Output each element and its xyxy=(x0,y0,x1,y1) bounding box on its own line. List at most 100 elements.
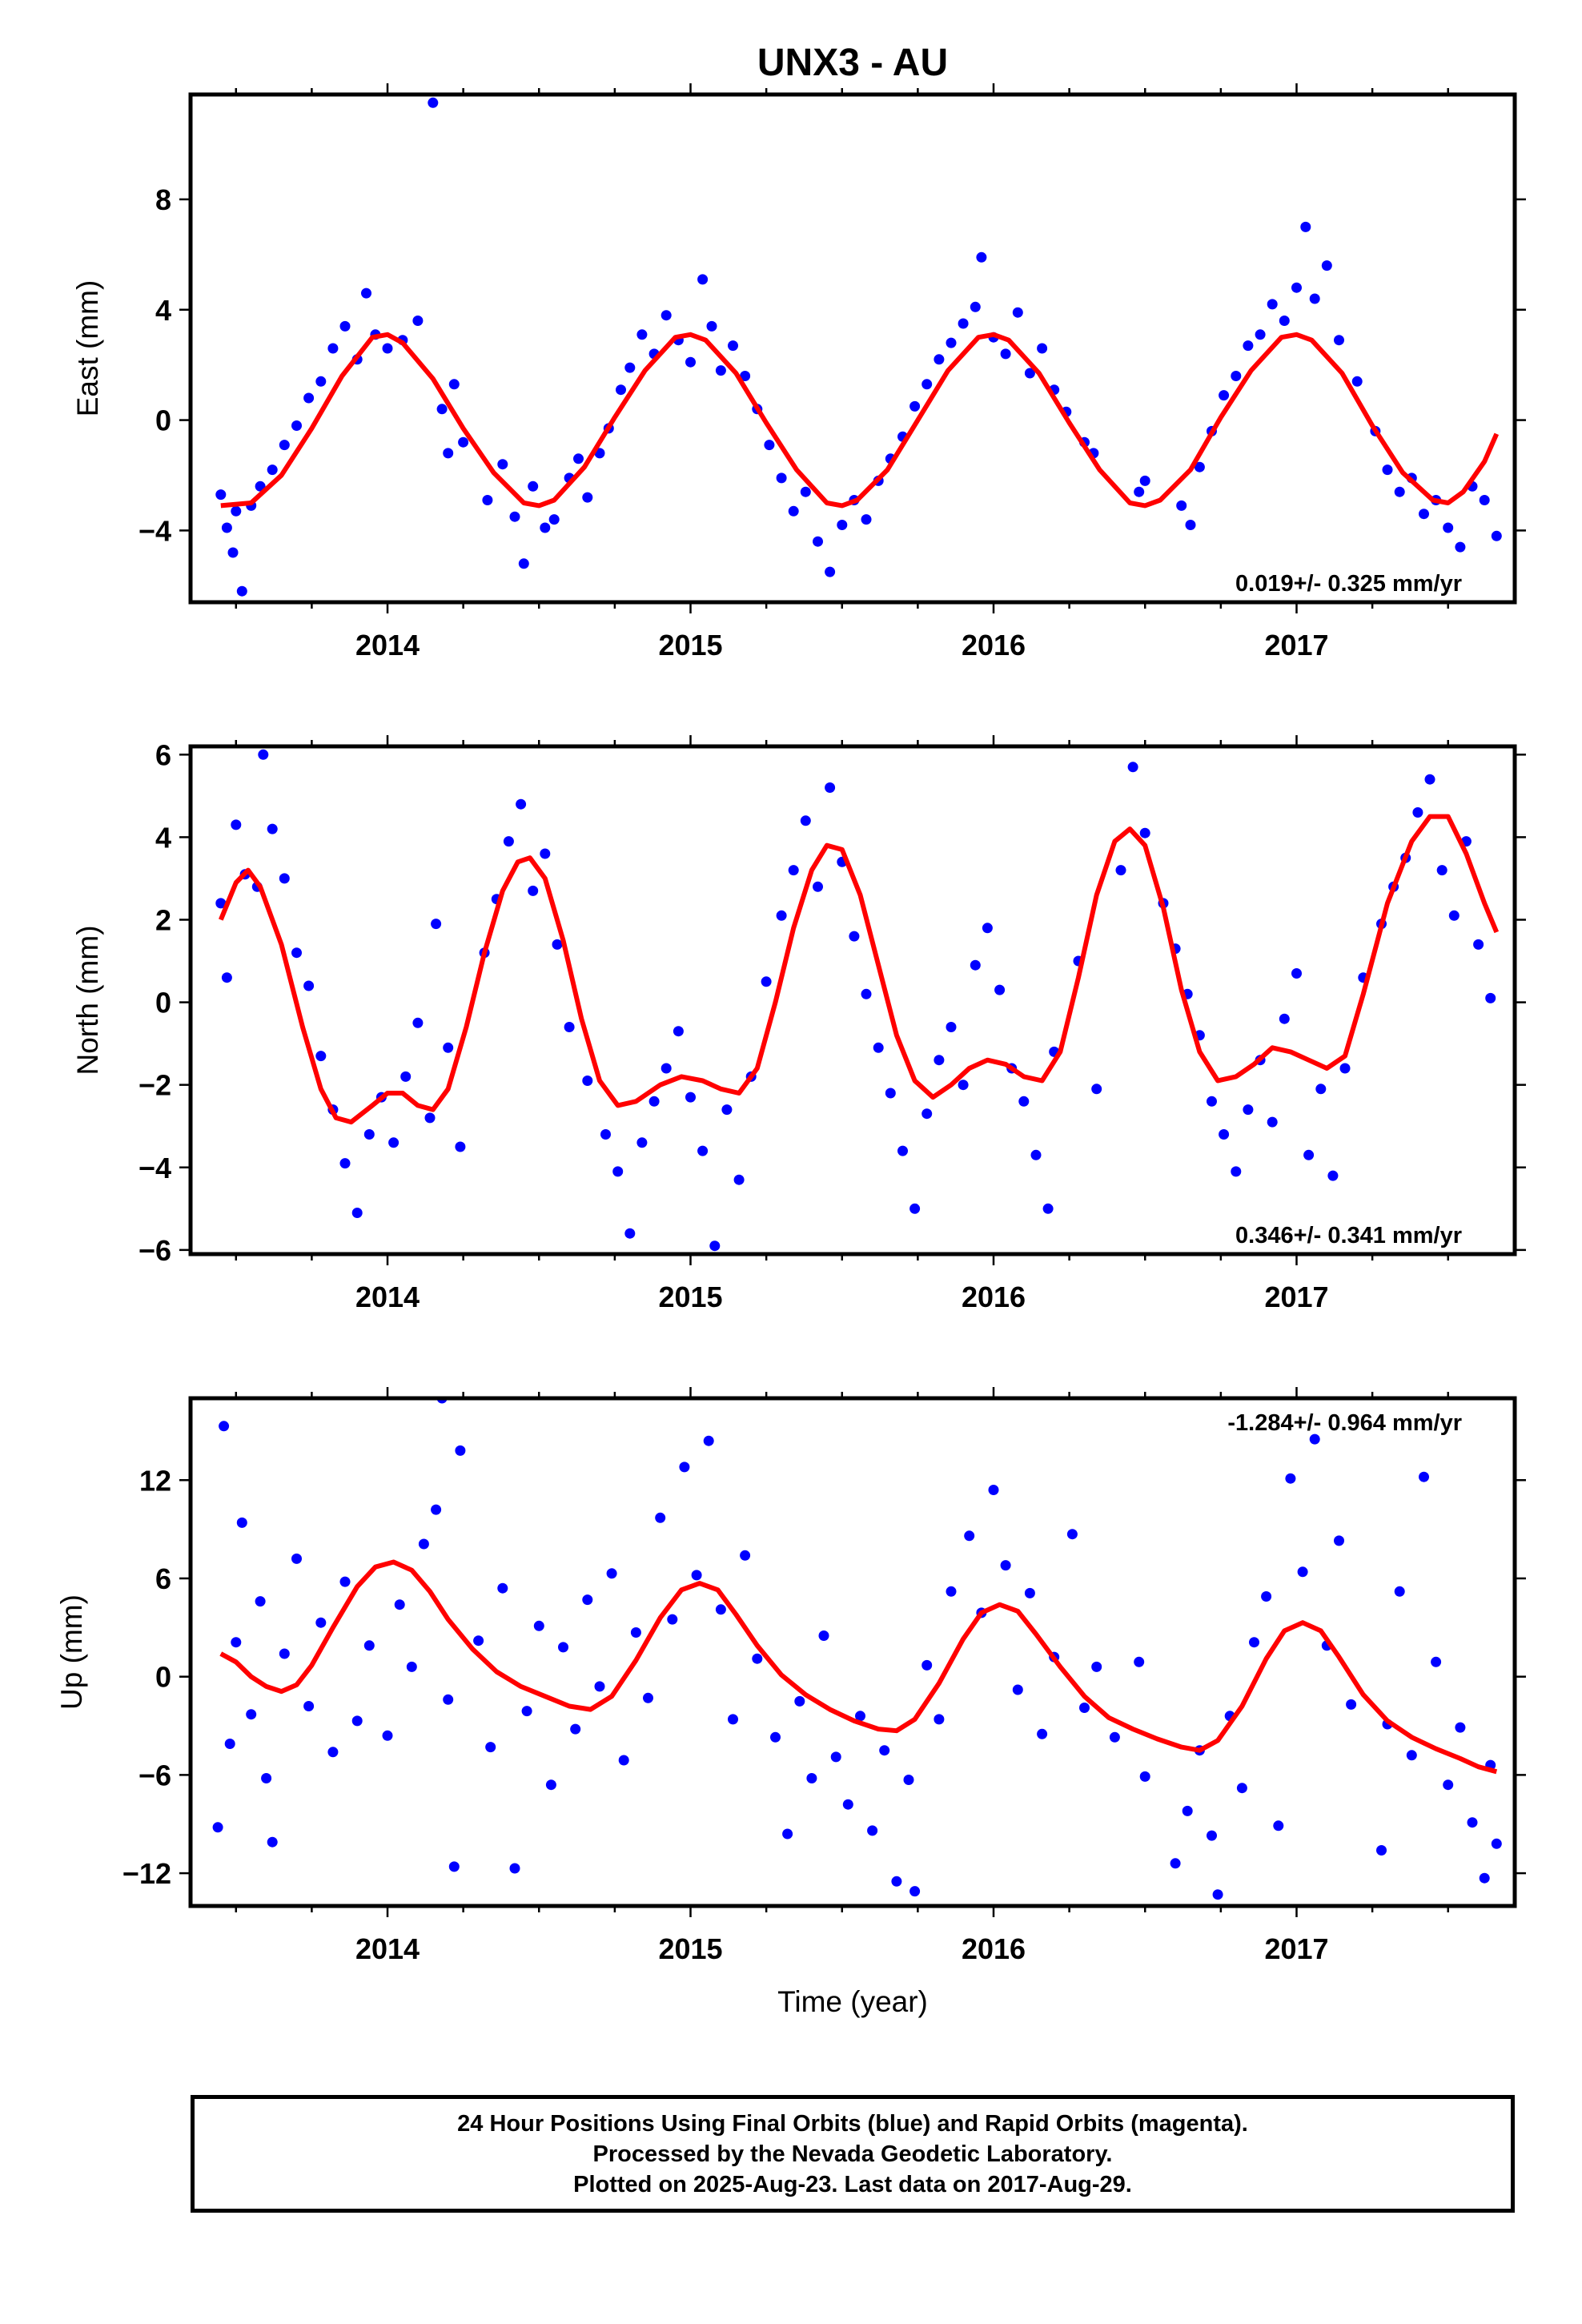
data-point xyxy=(909,1203,921,1214)
data-point xyxy=(443,448,454,459)
data-point xyxy=(636,1137,648,1148)
data-point xyxy=(885,1088,896,1099)
data-point xyxy=(673,1026,684,1037)
data-point xyxy=(1334,1535,1344,1546)
up-points xyxy=(212,1398,1502,1900)
data-point xyxy=(558,1642,568,1653)
data-point xyxy=(1291,968,1302,979)
data-point xyxy=(873,1042,884,1053)
data-point xyxy=(431,1504,442,1515)
y-tick-label: 6 xyxy=(155,738,171,771)
data-point xyxy=(448,1861,460,1872)
data-point xyxy=(436,404,448,415)
data-point xyxy=(1394,1586,1405,1597)
data-point xyxy=(606,1568,617,1579)
data-point xyxy=(424,1112,436,1124)
x-tick-label: 2016 xyxy=(962,1281,1026,1313)
data-point xyxy=(764,440,775,451)
data-point xyxy=(1134,486,1145,497)
data-point xyxy=(267,1836,278,1848)
data-point xyxy=(582,1594,593,1606)
data-point xyxy=(1291,282,1302,293)
data-point xyxy=(1297,1566,1308,1578)
data-point xyxy=(946,1022,957,1032)
data-point xyxy=(315,376,327,387)
y-tick-label: −12 xyxy=(122,1857,171,1890)
data-point xyxy=(291,1553,302,1564)
data-point xyxy=(630,1627,641,1638)
data-point xyxy=(443,1042,454,1053)
data-point xyxy=(867,1825,878,1836)
footer-line-1: 24 Hour Positions Using Final Orbits (bl… xyxy=(457,2110,1248,2137)
data-point xyxy=(733,1174,745,1185)
data-point xyxy=(412,1017,424,1028)
data-point xyxy=(643,1692,653,1703)
data-point xyxy=(528,885,539,896)
data-point xyxy=(855,1711,865,1722)
data-point xyxy=(1243,1104,1254,1116)
data-point xyxy=(1207,1096,1217,1107)
data-point xyxy=(315,1617,327,1628)
footer-line-3: Plotted on 2025-Aug-23. Last data on 201… xyxy=(573,2171,1132,2197)
data-point xyxy=(1279,316,1290,326)
data-point xyxy=(482,495,493,505)
data-point xyxy=(1443,522,1454,533)
data-point xyxy=(1448,910,1460,921)
data-point xyxy=(458,436,469,448)
footer-line-2: Processed by the Nevada Geodetic Laborat… xyxy=(592,2141,1113,2167)
data-point xyxy=(1351,376,1363,387)
north-frame xyxy=(188,744,1517,1256)
data-point xyxy=(921,1659,933,1671)
data-point xyxy=(518,558,529,569)
data-point xyxy=(339,1576,351,1587)
data-point xyxy=(685,356,696,368)
data-point xyxy=(497,459,508,470)
data-point xyxy=(1170,1858,1181,1869)
data-point xyxy=(570,1723,581,1735)
data-point xyxy=(709,1240,721,1252)
data-point xyxy=(1394,486,1405,497)
data-point xyxy=(752,1653,763,1664)
data-point xyxy=(776,910,787,921)
data-point xyxy=(782,1828,793,1839)
data-point xyxy=(934,354,945,365)
data-point xyxy=(909,1886,921,1897)
data-point xyxy=(697,1145,709,1156)
data-point xyxy=(1000,1560,1011,1571)
data-point xyxy=(1436,865,1447,876)
data-point xyxy=(246,1709,257,1720)
data-point xyxy=(813,536,823,547)
data-point xyxy=(291,420,302,431)
data-point xyxy=(879,1745,890,1756)
data-point xyxy=(1382,464,1393,476)
data-point xyxy=(921,1108,933,1120)
data-point xyxy=(509,1863,520,1874)
data-point xyxy=(655,1512,666,1523)
data-point xyxy=(236,1517,247,1528)
data-point xyxy=(227,547,239,558)
north-points xyxy=(215,749,1496,1252)
data-point xyxy=(1267,1116,1278,1128)
data-point xyxy=(594,1681,605,1692)
data-point xyxy=(1424,774,1435,785)
data-point xyxy=(1091,1084,1102,1095)
data-point xyxy=(382,343,393,354)
data-point xyxy=(1243,340,1254,352)
data-point xyxy=(1219,1129,1230,1140)
data-point xyxy=(261,1773,272,1783)
data-point xyxy=(448,379,460,390)
data-point xyxy=(1091,1661,1102,1672)
data-point xyxy=(473,1635,484,1647)
data-point xyxy=(1194,461,1205,472)
data-point xyxy=(1236,1783,1247,1794)
data-point xyxy=(1079,1703,1090,1713)
data-point xyxy=(528,480,539,492)
data-point xyxy=(582,492,593,503)
data-point xyxy=(1219,390,1230,401)
data-point xyxy=(842,1799,853,1810)
data-point xyxy=(1309,1433,1320,1445)
data-point xyxy=(267,823,278,834)
x-tick-label: 2014 xyxy=(355,1281,420,1313)
data-point xyxy=(224,1739,235,1749)
data-point xyxy=(1255,329,1266,340)
